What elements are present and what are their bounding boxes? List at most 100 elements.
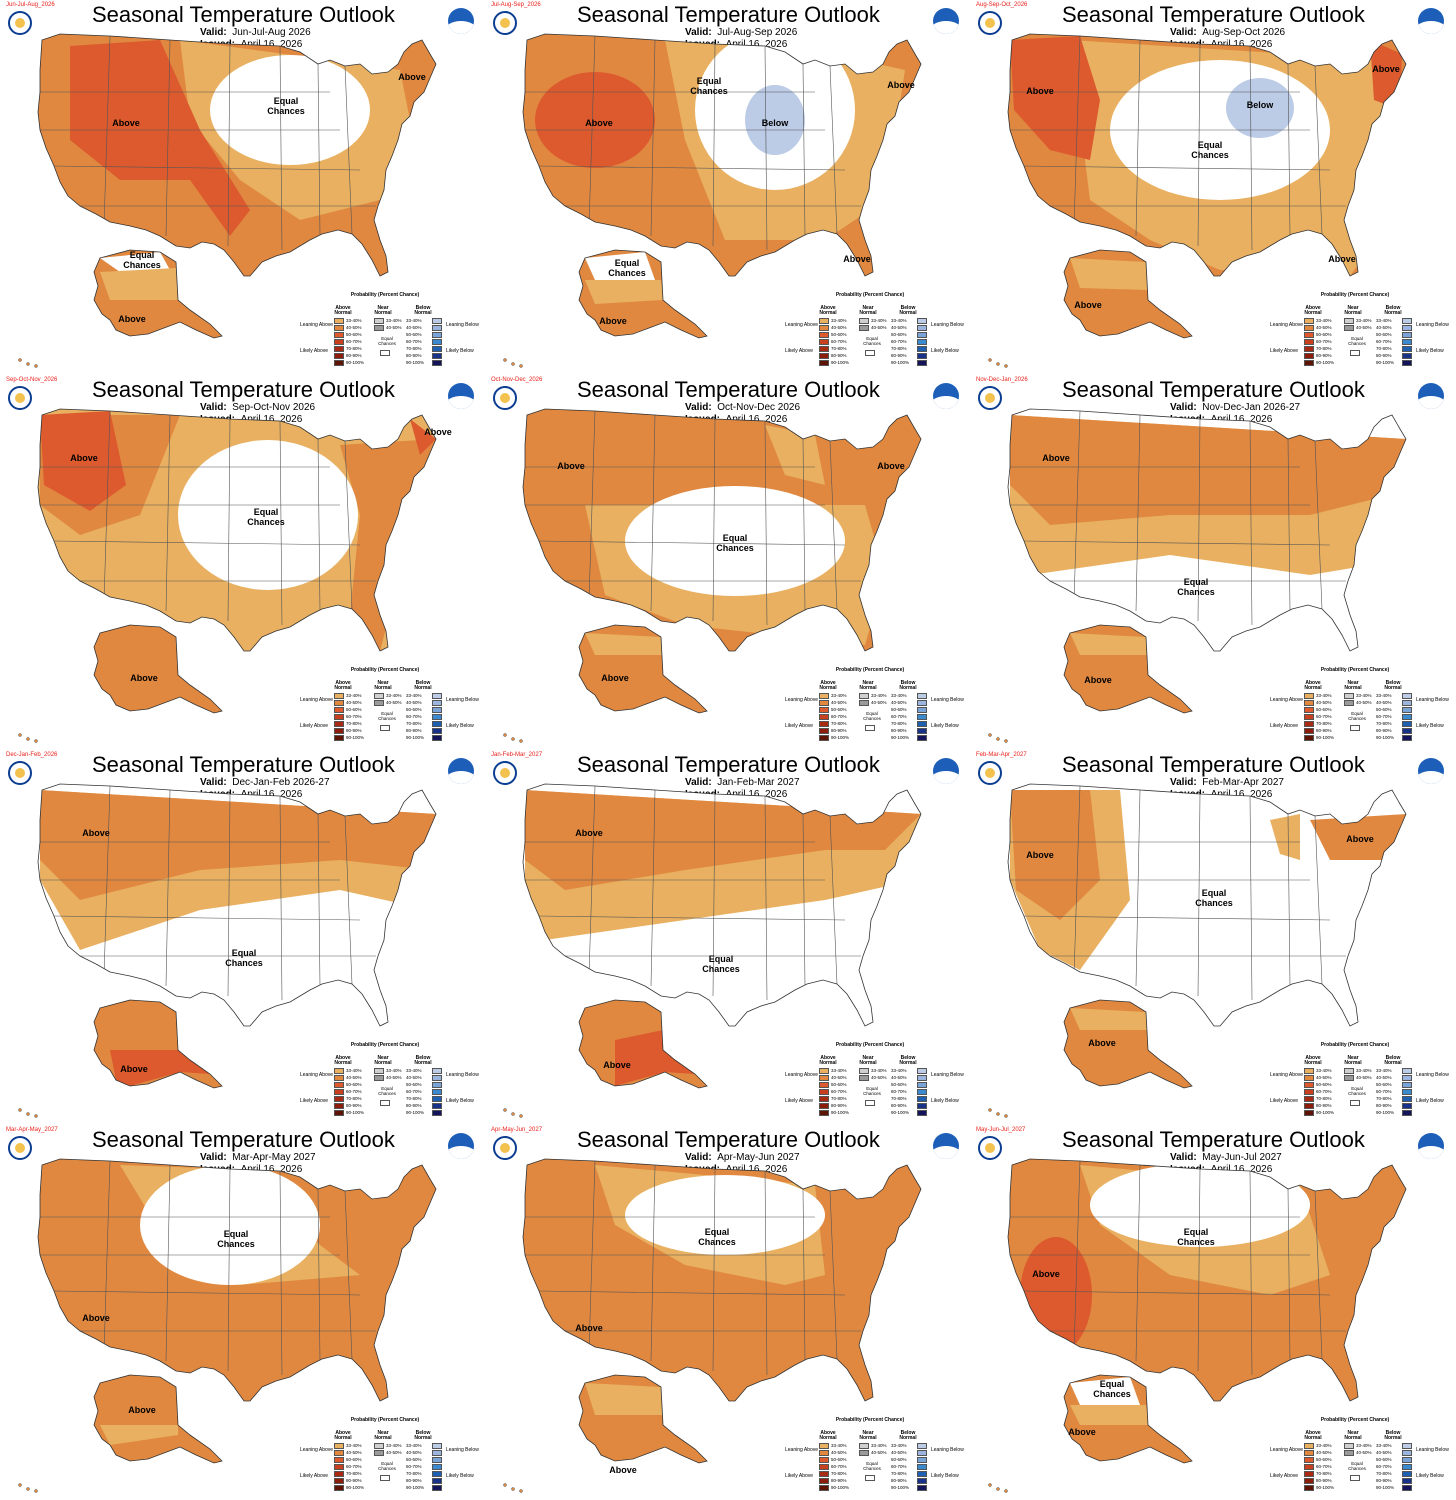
legend-range-below: 60-70%: [891, 339, 907, 344]
legend-swatch-below: [1402, 1478, 1412, 1484]
legend-swatch-below: [917, 1075, 927, 1081]
legend-swatch-above: [819, 1089, 829, 1095]
season-tag: Jun-Jul-Aug_2026: [6, 2, 55, 8]
legend-swatch-below: [1402, 1457, 1412, 1463]
legend-swatch-above: [334, 735, 344, 741]
hawaii-island: [18, 358, 22, 362]
state-boundary: [165, 39, 171, 237]
state-boundary: [279, 1170, 283, 1376]
state-boundary: [103, 785, 111, 977]
legend-swatch-below: [432, 360, 442, 366]
legend-likely-above: Likely Above: [1270, 1473, 1299, 1479]
legend-swatch-above: [819, 1075, 829, 1081]
legend-swatch-above: [334, 1450, 344, 1456]
legend-range-below: 60-70%: [406, 1464, 422, 1469]
legend-range-below: 90-100%: [891, 360, 910, 365]
valid-label: Valid:: [685, 402, 712, 413]
legend-range-below: 33-40%: [891, 693, 907, 698]
legend-near-header: Near Normal: [859, 305, 877, 316]
hawaii-island: [503, 733, 507, 737]
legend-swatch-above: [819, 707, 829, 713]
state-boundary: [344, 815, 353, 985]
legend-swatch-below: [432, 1450, 442, 1456]
valid-label: Valid:: [200, 777, 227, 788]
legend-range-above: 50-60%: [1316, 1082, 1332, 1087]
legend-range-below: 33-40%: [1376, 1443, 1392, 1448]
state-boundary: [53, 540, 361, 546]
legend-swatch-near: [374, 1450, 384, 1456]
legend-swatch-above: [819, 360, 829, 366]
hawaii-island: [511, 1112, 515, 1116]
hawaii-island: [1004, 739, 1008, 743]
legend-likely-below: Likely Below: [446, 1098, 474, 1104]
legend-swatch-above: [1304, 1485, 1314, 1491]
legend-range-above: 50-60%: [346, 332, 362, 337]
state-boundary: [103, 35, 111, 227]
legend-range-above: 50-60%: [346, 1457, 362, 1462]
legend-swatch-below: [1402, 1075, 1412, 1081]
legend-above-header: Above Normal: [1304, 1055, 1322, 1066]
legend-near-header: Near Normal: [374, 305, 392, 316]
legend-swatch-below: [1402, 1082, 1412, 1088]
legend-range-above: 90-100%: [346, 360, 365, 365]
legend-swatch-above: [819, 1478, 829, 1484]
state-boundary: [279, 420, 283, 626]
legend-swatch-below: [917, 707, 927, 713]
state-boundary: [1197, 793, 1201, 997]
legend-leaning-below: Leaning Below: [1416, 697, 1449, 703]
legend-range-below: 70-80%: [891, 346, 907, 351]
legend-above-header: Above Normal: [334, 680, 352, 691]
state-boundary: [1073, 785, 1081, 977]
alaska-outline: [93, 1374, 223, 1464]
legend-swatch-below: [1402, 1443, 1412, 1449]
noaa-logo-icon: [933, 383, 959, 409]
valid-label: Valid:: [200, 27, 227, 38]
outlook-region: [1226, 78, 1294, 138]
legend-range-near: 40-50%: [1356, 325, 1372, 330]
outlook-map: Above Equal Chances Above: [503, 1158, 922, 1493]
state-boundary: [1023, 540, 1331, 546]
legend-range-above: 80-90%: [346, 1103, 362, 1108]
region-label: Above: [112, 118, 140, 128]
legend-header: Probability (Percent Chance): [350, 1042, 420, 1048]
legend-swatch-above: [819, 700, 829, 706]
legend-swatch-near: [1344, 1075, 1354, 1081]
legend-swatch-below: [1402, 700, 1412, 706]
hawaii-island: [988, 358, 992, 362]
legend-swatch-above: [819, 346, 829, 352]
legend-range-above: 60-70%: [831, 1464, 847, 1469]
legend-range-below: 33-40%: [1376, 693, 1392, 698]
legend-leaning-above: Leaning Above: [300, 322, 334, 328]
legend-range-below: 90-100%: [891, 1110, 910, 1115]
legend-swatch-below: [432, 1089, 442, 1095]
state-boundary: [712, 793, 716, 997]
legend-range-above: 60-70%: [831, 714, 847, 719]
legend-range-above: 90-100%: [831, 1110, 850, 1115]
legend-swatch-below: [432, 1103, 442, 1109]
legend-swatch-below: [1402, 707, 1412, 713]
valid-period: Jan-Feb-Mar 2027: [717, 777, 800, 788]
state-boundary: [1023, 1290, 1331, 1296]
legend-leaning-above: Leaning Above: [785, 1072, 819, 1078]
alaska-region: [100, 1008, 178, 1050]
legend-below-header: Below Normal: [899, 680, 917, 691]
legend-range-above: 33-40%: [1316, 693, 1332, 698]
legend-range-above: 40-50%: [1316, 325, 1332, 330]
legend-swatch-below: [1402, 721, 1412, 727]
alaska-region: [100, 268, 178, 300]
legend-swatch-equal: [1350, 1475, 1360, 1481]
valid-period: Feb-Mar-Apr 2027: [1202, 777, 1284, 788]
legend-swatch-near: [374, 700, 384, 706]
legend-swatch-near: [374, 1075, 384, 1081]
legend-swatch-above: [1304, 1082, 1314, 1088]
legend-swatch-below: [432, 1457, 442, 1463]
legend-range-above: 60-70%: [346, 339, 362, 344]
legend-swatch-below: [432, 700, 442, 706]
legend-swatch-equal: [865, 1100, 875, 1106]
legend-range-above: 33-40%: [346, 1443, 362, 1448]
legend-swatch-below: [917, 1068, 927, 1074]
legend-range-below: 80-90%: [891, 353, 907, 358]
region-label: Equal Chances: [690, 76, 728, 96]
outlook-region: [625, 1174, 825, 1256]
state-boundary: [1197, 418, 1201, 622]
